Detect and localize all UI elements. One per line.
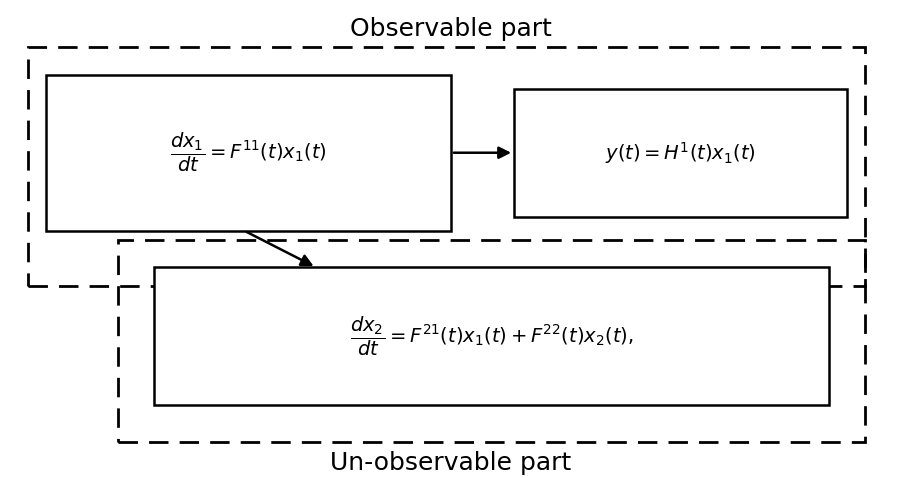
FancyBboxPatch shape xyxy=(46,75,451,231)
Text: $\dfrac{dx_2}{dt} = F^{21}(t)x_1(t) + F^{22}(t)x_2(t),$: $\dfrac{dx_2}{dt} = F^{21}(t)x_1(t) + F^… xyxy=(350,315,633,358)
FancyBboxPatch shape xyxy=(154,267,829,405)
FancyBboxPatch shape xyxy=(514,88,847,217)
Text: $\dfrac{dx_1}{dt} = F^{11}(t)x_1(t)$: $\dfrac{dx_1}{dt} = F^{11}(t)x_1(t)$ xyxy=(170,131,327,174)
Text: Un-observable part: Un-observable part xyxy=(330,451,572,475)
Text: $y(t) = H^1(t)x_1(t)$: $y(t) = H^1(t)x_1(t)$ xyxy=(605,140,756,166)
Text: Observable part: Observable part xyxy=(350,17,552,41)
